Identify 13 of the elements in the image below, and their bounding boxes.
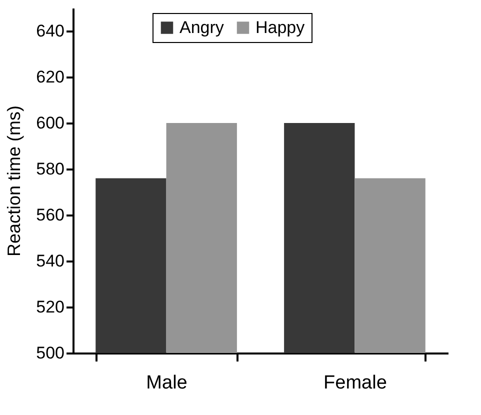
y-tick-label: 560 xyxy=(36,206,64,224)
y-tick-label: 600 xyxy=(36,114,64,132)
x-tick-label: Male xyxy=(146,372,188,394)
y-tick-label: 540 xyxy=(36,252,64,270)
x-tick-label: Female xyxy=(324,372,387,394)
legend-label: Angry xyxy=(180,18,224,37)
y-tick-label: 520 xyxy=(36,298,64,316)
y-tick-label: 640 xyxy=(36,22,64,40)
y-axis-title: Reaction time (ms) xyxy=(4,105,24,257)
legend-label: Happy xyxy=(256,18,306,37)
y-tick-label: 500 xyxy=(36,344,64,362)
y-tick-label: 620 xyxy=(36,68,64,86)
y-tick-label: 580 xyxy=(36,160,64,178)
